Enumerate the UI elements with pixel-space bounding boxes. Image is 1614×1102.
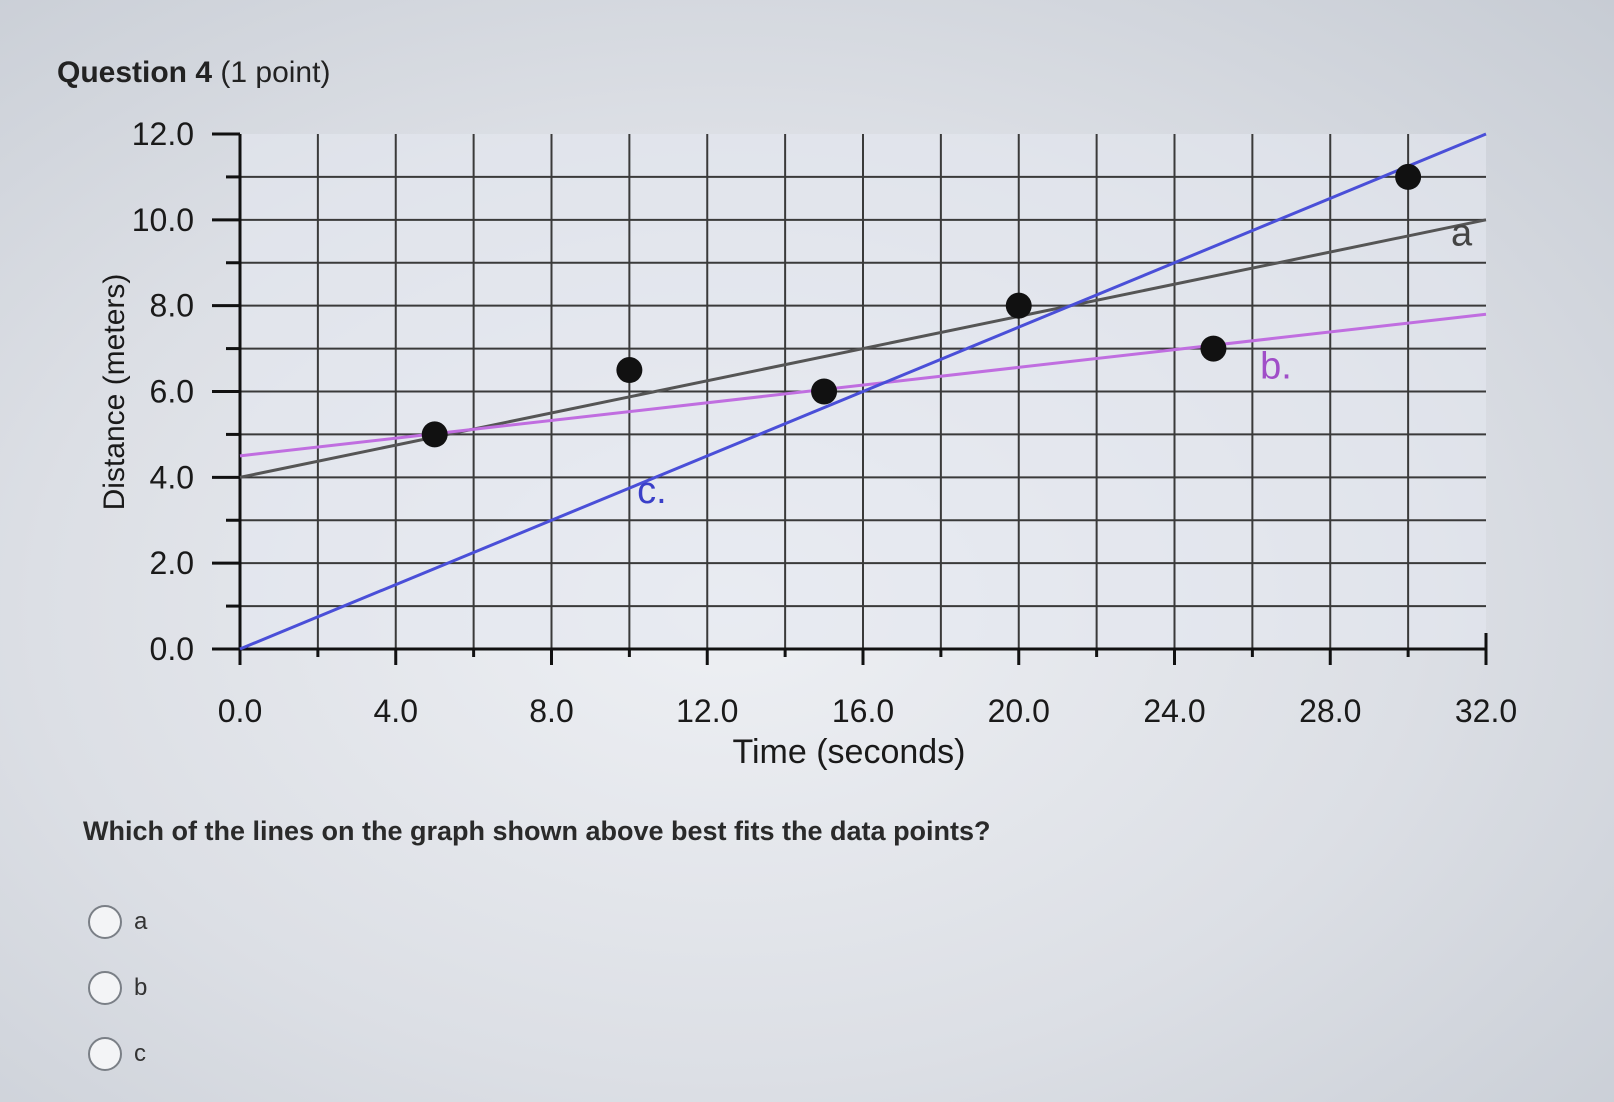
chart-axes [212,132,1488,665]
data-points [421,163,1422,448]
data-point [616,357,643,384]
y-tick-label: 10.0 [132,202,194,238]
question-prompt: Which of the lines on the graph shown ab… [83,816,991,846]
question-number: Question 4 [57,56,213,89]
x-tick-label: 24.0 [1143,693,1205,729]
fit-line-b [239,312,1487,458]
option-b[interactable]: b [88,968,147,1008]
y-tick-label: 12.0 [132,116,194,152]
option-label: a [134,908,148,935]
line-label-c: c. [637,470,667,512]
data-point [1200,335,1227,362]
y-tick-label: 4.0 [150,459,194,495]
x-axis-label: Time (seconds) [732,733,965,771]
x-tick-label: 20.0 [988,693,1050,729]
line-label-b: b. [1260,346,1292,388]
x-tick-label: 16.0 [832,693,894,729]
question-points: (1 point) [220,56,331,89]
data-point [1005,292,1032,319]
question-title: Question 4 (1 point) [57,56,330,90]
distance-time-chart: 0.0 4.0 8.0 12.0 16.0 20.0 24.0 28.0 32.0 0.0 2.0 4… [98,116,1517,771]
option-c[interactable]: c [88,1034,147,1074]
option-label: c [134,1040,146,1067]
radio-button[interactable] [88,1037,122,1071]
y-tick-label: 6.0 [150,374,194,410]
y-tick-label: 0.0 [150,631,194,667]
option-label: b [134,974,148,1001]
y-tick-label: 8.0 [150,288,194,324]
x-tick-label: 28.0 [1299,693,1361,729]
y-axis-label: Distance (meters) [98,274,131,511]
radio-button[interactable] [88,971,122,1005]
x-tick-label: 32.0 [1455,693,1517,729]
line-label-a: a [1451,213,1473,255]
answer-options: a b c [88,902,147,1100]
radio-button[interactable] [88,905,122,939]
line-labels: a b. c. [637,213,1473,513]
x-tick-label: 12.0 [676,693,738,729]
x-tick-label: 4.0 [374,693,418,729]
tick-labels: 0.0 4.0 8.0 12.0 16.0 20.0 24.0 28.0 32.0 0.0 2.0 4… [132,116,1517,729]
data-point [1395,163,1422,190]
option-a[interactable]: a [88,902,147,942]
data-point [421,421,448,448]
x-tick-label: 0.0 [218,693,262,729]
fit-line-c [239,132,1487,651]
data-point [811,378,838,405]
x-tick-label: 8.0 [529,693,573,729]
y-tick-label: 2.0 [150,545,194,581]
